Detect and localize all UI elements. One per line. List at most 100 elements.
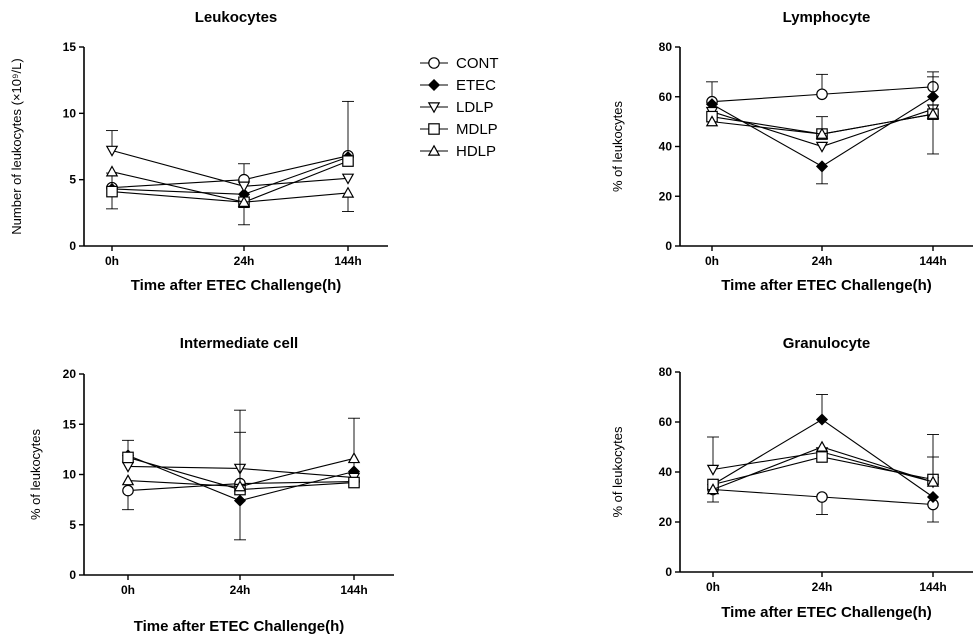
data-point	[121, 474, 135, 486]
legend-label: ETEC	[456, 77, 496, 94]
x-tick-label: 0h	[705, 254, 719, 268]
x-tick-label: 24h	[812, 254, 833, 268]
data-point	[341, 173, 355, 185]
legend-item-mdlp: MDLP	[420, 121, 498, 138]
data-point	[815, 141, 829, 153]
x-axis-label: Time after ETEC Challenge(h)	[134, 618, 345, 635]
data-point	[926, 490, 940, 504]
data-point	[341, 186, 355, 198]
data-point	[105, 145, 119, 157]
series-mdlp	[707, 434, 939, 491]
data-point	[816, 491, 828, 503]
data-point	[347, 451, 361, 464]
y-axis-label: % of leukocytes	[610, 100, 625, 192]
data-point	[706, 464, 720, 476]
data-point	[815, 127, 829, 139]
data-point	[706, 483, 720, 495]
x-tick-label: 24h	[234, 254, 255, 268]
legend-label: HDLP	[456, 143, 496, 160]
data-point	[237, 195, 251, 207]
y-tick-label: 0	[69, 568, 76, 582]
chart-title: Granulocyte	[783, 335, 871, 352]
y-tick-label: 0	[665, 239, 672, 253]
y-tick-label: 40	[659, 140, 673, 154]
data-point	[105, 165, 119, 177]
legend-item-hdlp: HDLP	[420, 143, 496, 160]
x-tick-label: 0h	[706, 580, 720, 594]
x-tick-label: 144h	[340, 583, 367, 597]
legend-marker	[428, 57, 440, 69]
x-axis-label: Time after ETEC Challenge(h)	[131, 277, 342, 294]
y-tick-label: 60	[659, 90, 673, 104]
data-point	[705, 115, 719, 127]
series-ldlp	[105, 130, 355, 193]
series-hdlp	[121, 431, 361, 492]
y-tick-label: 5	[69, 173, 76, 187]
data-point	[233, 494, 247, 507]
series-line	[111, 171, 349, 203]
data-point	[926, 107, 940, 119]
series-hdlp	[105, 165, 355, 212]
x-axis-label: Time after ETEC Challenge(h)	[721, 604, 932, 621]
data-point	[815, 160, 829, 173]
series-etec	[705, 90, 940, 185]
series-hdlp	[706, 440, 940, 495]
data-point	[815, 413, 829, 426]
data-point	[106, 185, 118, 198]
y-tick-label: 10	[63, 468, 77, 482]
legend-marker	[427, 102, 441, 114]
data-point	[815, 440, 829, 452]
chart-title: Intermediate cell	[180, 335, 298, 352]
y-tick-label: 40	[659, 465, 673, 479]
y-tick-label: 80	[659, 40, 673, 54]
data-point	[926, 475, 940, 487]
x-tick-label: 0h	[121, 583, 135, 597]
chart-title: Leukocytes	[195, 9, 278, 26]
data-point	[348, 476, 360, 489]
legend-item-etec: ETEC	[420, 77, 496, 94]
legend-item-ldlp: LDLP	[420, 99, 494, 116]
series-cont	[707, 483, 939, 523]
y-axis-label: % of leukocytes	[610, 426, 625, 518]
y-tick-label: 0	[665, 565, 672, 579]
data-point	[233, 480, 247, 492]
x-tick-label: 0h	[105, 254, 119, 268]
panel-leukocytes: Leukocytes 0 5 10 15 0h 24h 144h Time after ETEC…	[9, 9, 388, 294]
legend-marker	[428, 123, 440, 135]
legend-marker	[427, 144, 441, 156]
data-point	[122, 451, 134, 464]
data-point	[342, 155, 354, 167]
x-tick-label: 24h	[812, 580, 833, 594]
series-cont	[106, 100, 354, 210]
panel-intermediate-cell: Intermediate cell 0 5 10 15 20 0h 24h 144h Time a…	[28, 335, 394, 635]
x-tick-label: 144h	[919, 254, 946, 268]
x-tick-label: 24h	[230, 583, 251, 597]
y-tick-label: 0	[69, 239, 76, 253]
y-tick-label: 5	[69, 518, 76, 532]
x-tick-label: 144h	[334, 254, 361, 268]
data-point	[816, 88, 828, 101]
legend-label: MDLP	[456, 121, 498, 138]
data-point	[237, 181, 251, 193]
panel-lymphocyte: Lymphocyte 0 20 40 60 80 0h 24h 144h Time after E…	[610, 9, 973, 294]
y-tick-label: 15	[63, 40, 77, 54]
series-line	[111, 156, 349, 195]
y-tick-label: 20	[659, 189, 673, 203]
series-hdlp	[705, 76, 940, 139]
y-tick-label: 15	[63, 417, 77, 431]
legend-marker	[427, 78, 441, 92]
legend-item-cont: CONT	[420, 55, 499, 72]
x-tick-label: 144h	[919, 580, 946, 594]
y-tick-label: 20	[63, 367, 77, 381]
series-cont	[706, 71, 939, 108]
chart-title: Lymphocyte	[783, 9, 871, 26]
data-point	[816, 451, 828, 463]
y-axis-label: Number of leukocytes (×10⁹/L)	[9, 58, 24, 234]
y-axis-label: % of leukocytes	[28, 428, 43, 520]
y-tick-label: 80	[659, 365, 673, 379]
y-tick-label: 20	[659, 515, 673, 529]
legend: CONT ETEC LDLP MDLP HDLP	[420, 55, 499, 160]
legend-label: LDLP	[456, 99, 494, 116]
x-axis-label: Time after ETEC Challenge(h)	[721, 277, 932, 294]
